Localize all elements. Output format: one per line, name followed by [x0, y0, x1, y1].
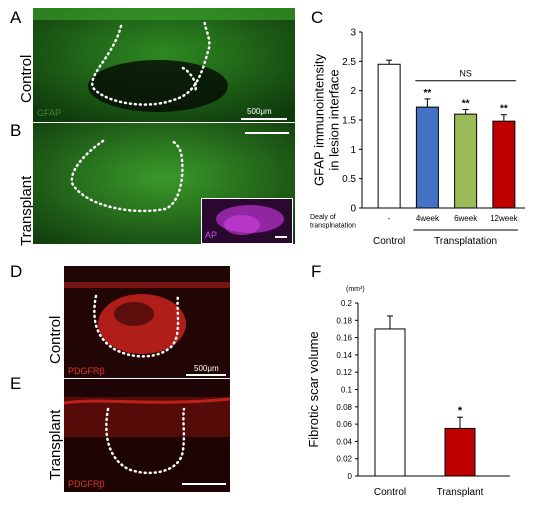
panel-letter-d: D — [10, 262, 23, 281]
chart-c-bar — [454, 113, 478, 209]
chart-f-significance: * — [458, 405, 463, 417]
chart-f-ytick-label: 0 — [348, 472, 353, 481]
chart-f-ytick-label: 0.18 — [336, 316, 352, 325]
micrograph-d-pdgfr-control: PDGFRβ 500μm — [64, 266, 230, 378]
micrograph-a-gfap-control: GFAP 500μm — [33, 8, 295, 122]
chart-f-ytick-label: 0.12 — [336, 368, 352, 377]
micrograph-d-image — [64, 266, 230, 378]
chart-c-ytick-label: 1 — [350, 145, 356, 156]
row-label-transplant-pdgfr: Transplant — [47, 409, 64, 480]
panel-letter-b: B — [10, 121, 22, 140]
chart-f-bar — [444, 427, 476, 477]
micrograph-a-image — [33, 8, 295, 122]
chart-c-significance: ** — [462, 98, 470, 109]
inset-ap-image — [216, 205, 284, 235]
chart-c-category-label: 12week — [490, 214, 519, 223]
stain-label-ap: AP — [205, 230, 218, 240]
scale-text-d: 500μm — [194, 364, 219, 373]
chart-c-significance: ** — [500, 104, 508, 115]
panel-letter-c: C — [311, 8, 324, 27]
chart-c-ytick-label: 2.5 — [342, 57, 356, 68]
chart-c-ytick-label: 0.5 — [342, 174, 356, 185]
chart-f-category-label: Control — [374, 487, 406, 498]
stain-label-gfap: GFAP — [37, 108, 62, 118]
stain-label-pdgfr-e: PDGFRβ — [68, 479, 105, 489]
chart-f-ylabel: Fibrotic scar volume — [306, 331, 321, 447]
panel-letter-e: E — [10, 374, 22, 393]
chart-c-ylabel: GFAP immunointensityin lesion interface — [311, 54, 341, 186]
chart-f-ytick-label: 0.2 — [341, 299, 353, 308]
scale-bar-a — [241, 118, 287, 120]
micrograph-e-pdgfr-transplant: PDGFRβ — [64, 379, 230, 492]
chart-c-ytick-label: 3 — [350, 28, 356, 39]
chart-c-delay-label: Dealy of transplnatation — [310, 214, 356, 229]
chart-c-gfap-intensity: GFAP immunointensityin lesion interface … — [310, 28, 525, 247]
chart-f-category-label: Transplant — [437, 487, 484, 498]
chart-f-bar — [374, 328, 406, 477]
chart-c-group-transplantation: Transplatation — [434, 236, 497, 247]
chart-f-unit: (mm³) — [346, 286, 365, 293]
chart-f-ytick-label: 0.16 — [336, 334, 352, 343]
chart-c-group-control: Control — [373, 236, 405, 247]
chart-f-ytick-label: 0.02 — [336, 455, 352, 464]
chart-c-category-label: 6week — [454, 214, 478, 223]
panel-letter-a: A — [10, 8, 22, 27]
chart-f-ytick-label: 0.08 — [336, 403, 352, 412]
chart-c-category-label: - — [388, 214, 391, 223]
scale-bar-b — [245, 132, 289, 134]
chart-c-ytick-label: 0 — [350, 204, 356, 215]
chart-c-bar — [492, 120, 516, 209]
scale-bar-d — [186, 374, 226, 376]
chart-f-ytick-label: 0.06 — [336, 420, 352, 429]
chart-f-ytick-label: 0.04 — [336, 437, 352, 446]
micrograph-e-image — [64, 379, 230, 492]
chart-f-ytick-label: 0.14 — [336, 351, 352, 360]
scale-bar-e — [182, 483, 226, 485]
chart-c-bar — [415, 106, 439, 209]
scale-bar-inset — [275, 236, 287, 238]
chart-f-fibrotic-scar: (mm³) Fibrotic scar volume 0 0.02 0.04 0.06… — [306, 286, 510, 498]
panel-letter-f: F — [311, 262, 322, 281]
chart-c-ytick-label: 2 — [350, 86, 356, 97]
chart-c-significance: ** — [423, 88, 431, 99]
chart-f-ytick-label: 0.1 — [341, 386, 353, 395]
row-label-control-pdgfr: Control — [47, 315, 64, 364]
micrograph-b-gfap-transplant: AP — [33, 123, 295, 244]
chart-c-ns-label: NS — [459, 69, 472, 79]
scale-text-a: 500μm — [247, 107, 272, 116]
inset-ap: AP — [201, 198, 293, 244]
chart-c-bar — [377, 63, 401, 209]
chart-c-ytick-label: 1.5 — [342, 116, 356, 127]
stain-label-pdgfr-d: PDGFRβ — [68, 366, 105, 376]
chart-c-category-label: 4week — [416, 214, 440, 223]
